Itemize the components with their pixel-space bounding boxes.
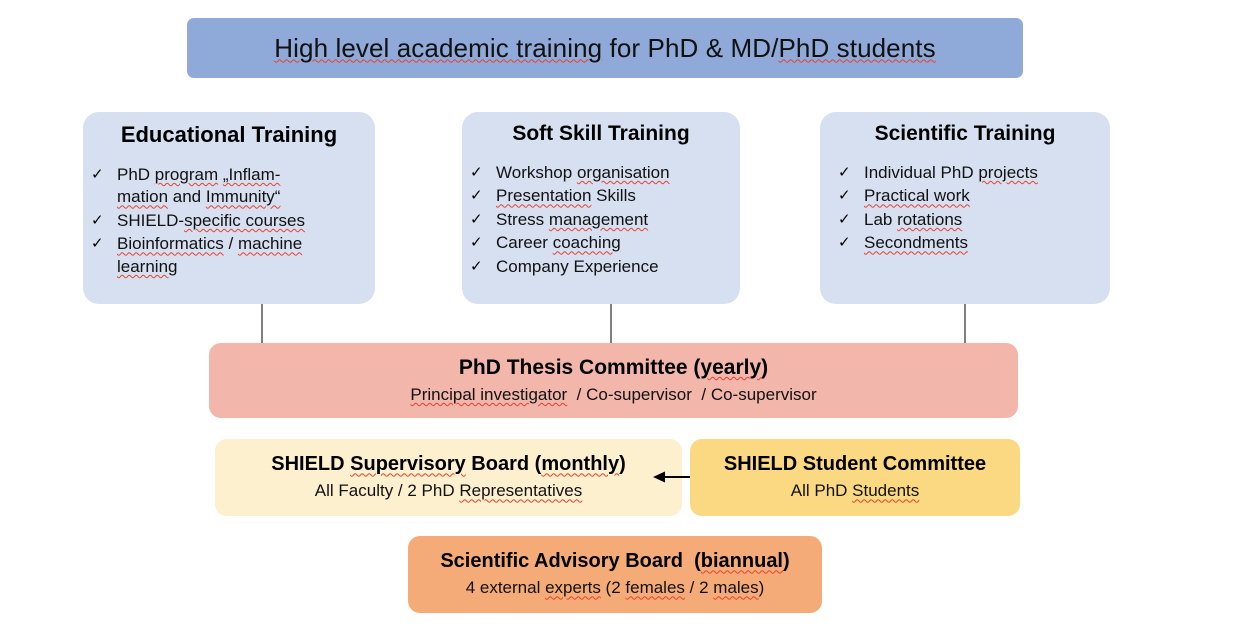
card-educational-training: Educational Training ✓ PhD program „Infl… bbox=[83, 112, 375, 304]
check-icon: ✓ bbox=[838, 164, 851, 181]
check-icon: ✓ bbox=[470, 164, 483, 181]
check-icon: ✓ bbox=[91, 211, 104, 229]
panel-advisory-subtext: 4 external experts (2 females / 2 males) bbox=[465, 578, 765, 598]
panel-supervisory-heading: SHIELD Supervisory Board (monthly) bbox=[271, 453, 626, 476]
list-item: ✓ Stress management bbox=[470, 209, 732, 231]
connector-scientific-to-thesis bbox=[964, 304, 966, 344]
list-item: ✓ PhD program „Inflam-mation and Immunit… bbox=[91, 164, 363, 209]
list-item-label: Company Experience bbox=[496, 256, 659, 276]
card-soft-skill-list: ✓ Workshop organisation ✓ Presentation S… bbox=[462, 162, 740, 278]
check-icon: ✓ bbox=[470, 187, 483, 205]
panel-thesis-subtext: Principal investigator / Co-supervisor /… bbox=[410, 385, 817, 405]
list-item: ✓ Bioinformatics / machine learning bbox=[91, 233, 363, 278]
list-item: ✓ SHIELD-specific courses bbox=[91, 210, 363, 232]
list-item-label: Individual PhD projects bbox=[864, 163, 1038, 182]
panel-shield-supervisory-board: SHIELD Supervisory Board (monthly) All F… bbox=[215, 439, 682, 516]
check-icon: ✓ bbox=[91, 166, 104, 183]
diagram-title-banner: High level academic training for PhD & M… bbox=[187, 18, 1023, 78]
check-icon: ✓ bbox=[470, 257, 483, 275]
list-item-label: Secondments bbox=[864, 233, 968, 253]
list-item-label: Lab rotations bbox=[864, 209, 963, 229]
check-icon: ✓ bbox=[838, 234, 851, 252]
check-icon: ✓ bbox=[838, 210, 851, 228]
check-icon: ✓ bbox=[470, 210, 483, 228]
card-soft-skill-training: Soft Skill Training ✓ Workshop organisat… bbox=[462, 112, 740, 304]
panel-supervisory-subtext: All Faculty / 2 PhD Representatives bbox=[314, 481, 583, 501]
panel-phd-thesis-committee: PhD Thesis Committee (yearly) Principal … bbox=[209, 343, 1018, 418]
check-icon: ✓ bbox=[838, 187, 851, 205]
card-educational-title: Educational Training bbox=[120, 122, 338, 147]
list-item: ✓ Practical work bbox=[838, 185, 1102, 207]
list-item: ✓ Workshop organisation bbox=[470, 162, 732, 184]
panel-advisory-heading: Scientific Advisory Board (biannual) bbox=[440, 550, 790, 573]
diagram-title-text: High level academic training for PhD & M… bbox=[274, 32, 936, 63]
panel-scientific-advisory-board: Scientific Advisory Board (biannual) 4 e… bbox=[408, 536, 822, 613]
panel-thesis-heading: PhD Thesis Committee (yearly) bbox=[458, 355, 769, 379]
list-item: ✓ Career coaching bbox=[470, 232, 732, 254]
check-icon: ✓ bbox=[91, 235, 104, 253]
list-item-label: Workshop organisation bbox=[496, 163, 670, 182]
list-item: ✓ Secondments bbox=[838, 232, 1102, 254]
panel-student-subtext: All PhD Students bbox=[790, 481, 920, 501]
list-item-label: Practical work bbox=[864, 186, 970, 206]
list-item: ✓ Company Experience bbox=[470, 256, 732, 278]
card-scientific-training: Scientific Training ✓ Individual PhD pro… bbox=[820, 112, 1110, 304]
list-item-label: Stress management bbox=[496, 209, 649, 229]
connector-educational-to-thesis bbox=[261, 304, 263, 344]
list-item: ✓ Individual PhD projects bbox=[838, 162, 1102, 184]
card-scientific-title: Scientific Training bbox=[874, 122, 1056, 145]
panel-student-heading: SHIELD Student Committee bbox=[723, 453, 987, 476]
card-educational-list: ✓ PhD program „Inflam-mation and Immunit… bbox=[83, 164, 375, 278]
list-item-label: SHIELD-specific courses bbox=[117, 210, 306, 230]
list-item-label: PhD program „Inflam-mation and Immunity“ bbox=[117, 165, 281, 207]
list-item-label: Bioinformatics / machine learning bbox=[117, 234, 303, 276]
check-icon: ✓ bbox=[470, 234, 483, 252]
connector-soft-skill-to-thesis bbox=[610, 304, 612, 344]
list-item: ✓ Lab rotations bbox=[838, 209, 1102, 231]
card-scientific-list: ✓ Individual PhD projects ✓ Practical wo… bbox=[820, 162, 1110, 255]
panel-shield-student-committee: SHIELD Student Committee All PhD Student… bbox=[690, 439, 1020, 516]
list-item-label: Presentation Skills bbox=[496, 186, 636, 206]
card-soft-skill-title: Soft Skill Training bbox=[512, 122, 690, 145]
list-item-label: Career coaching bbox=[496, 233, 621, 253]
list-item: ✓ Presentation Skills bbox=[470, 185, 732, 207]
